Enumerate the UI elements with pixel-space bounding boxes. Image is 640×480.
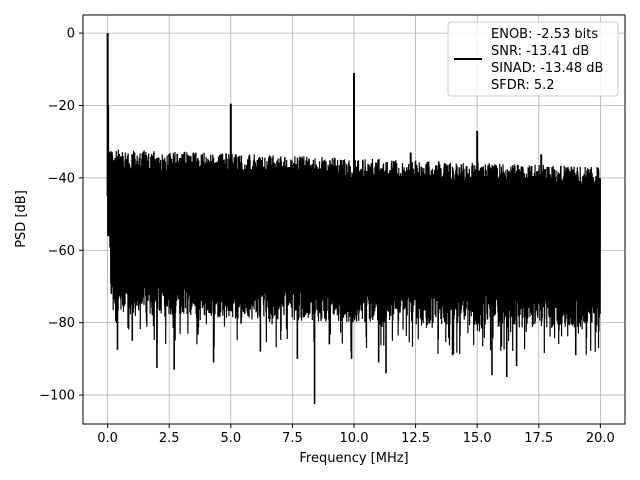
plot-area [106, 33, 601, 405]
x-axis-ticks: 0.0 2.5 5.0 7.5 10.0 12.5 15.0 17.5 20.0 [97, 424, 615, 446]
psd-noise-trace [107, 149, 601, 355]
legend: ENOB: -2.53 bits SNR: -13.41 dB SINAD: -… [447, 21, 619, 97]
y-tick-label: −40 [48, 171, 75, 186]
y-axis-label: PSD [dB] [14, 190, 29, 248]
x-tick-label: 0.0 [97, 431, 118, 446]
y-tick-label: −20 [48, 99, 75, 114]
x-axis-label: Frequency [MHz] [299, 451, 408, 466]
psd-series [106, 33, 601, 405]
legend-line-sfdr: SFDR: 5.2 [491, 78, 555, 93]
y-tick-label: −80 [48, 316, 75, 331]
legend-line-snr: SNR: -13.41 dB [491, 44, 589, 59]
x-tick-label: 10.0 [340, 431, 369, 446]
y-tick-label: −60 [48, 244, 75, 259]
y-tick-label: 0 [67, 27, 75, 42]
x-tick-label: 17.5 [524, 431, 553, 446]
x-tick-label: 15.0 [463, 431, 492, 446]
y-axis-ticks: 0 −20 −40 −60 −80 −100 [39, 27, 83, 404]
x-tick-label: 20.0 [586, 431, 615, 446]
legend-line-enob: ENOB: -2.53 bits [491, 27, 598, 42]
x-tick-label: 7.5 [282, 431, 303, 446]
x-tick-label: 12.5 [401, 431, 430, 446]
y-tick-label: −100 [39, 389, 75, 404]
legend-box [447, 21, 619, 97]
x-tick-label: 2.5 [159, 431, 180, 446]
x-tick-label: 5.0 [220, 431, 241, 446]
legend-line-sinad: SINAD: -13.48 dB [491, 61, 603, 76]
